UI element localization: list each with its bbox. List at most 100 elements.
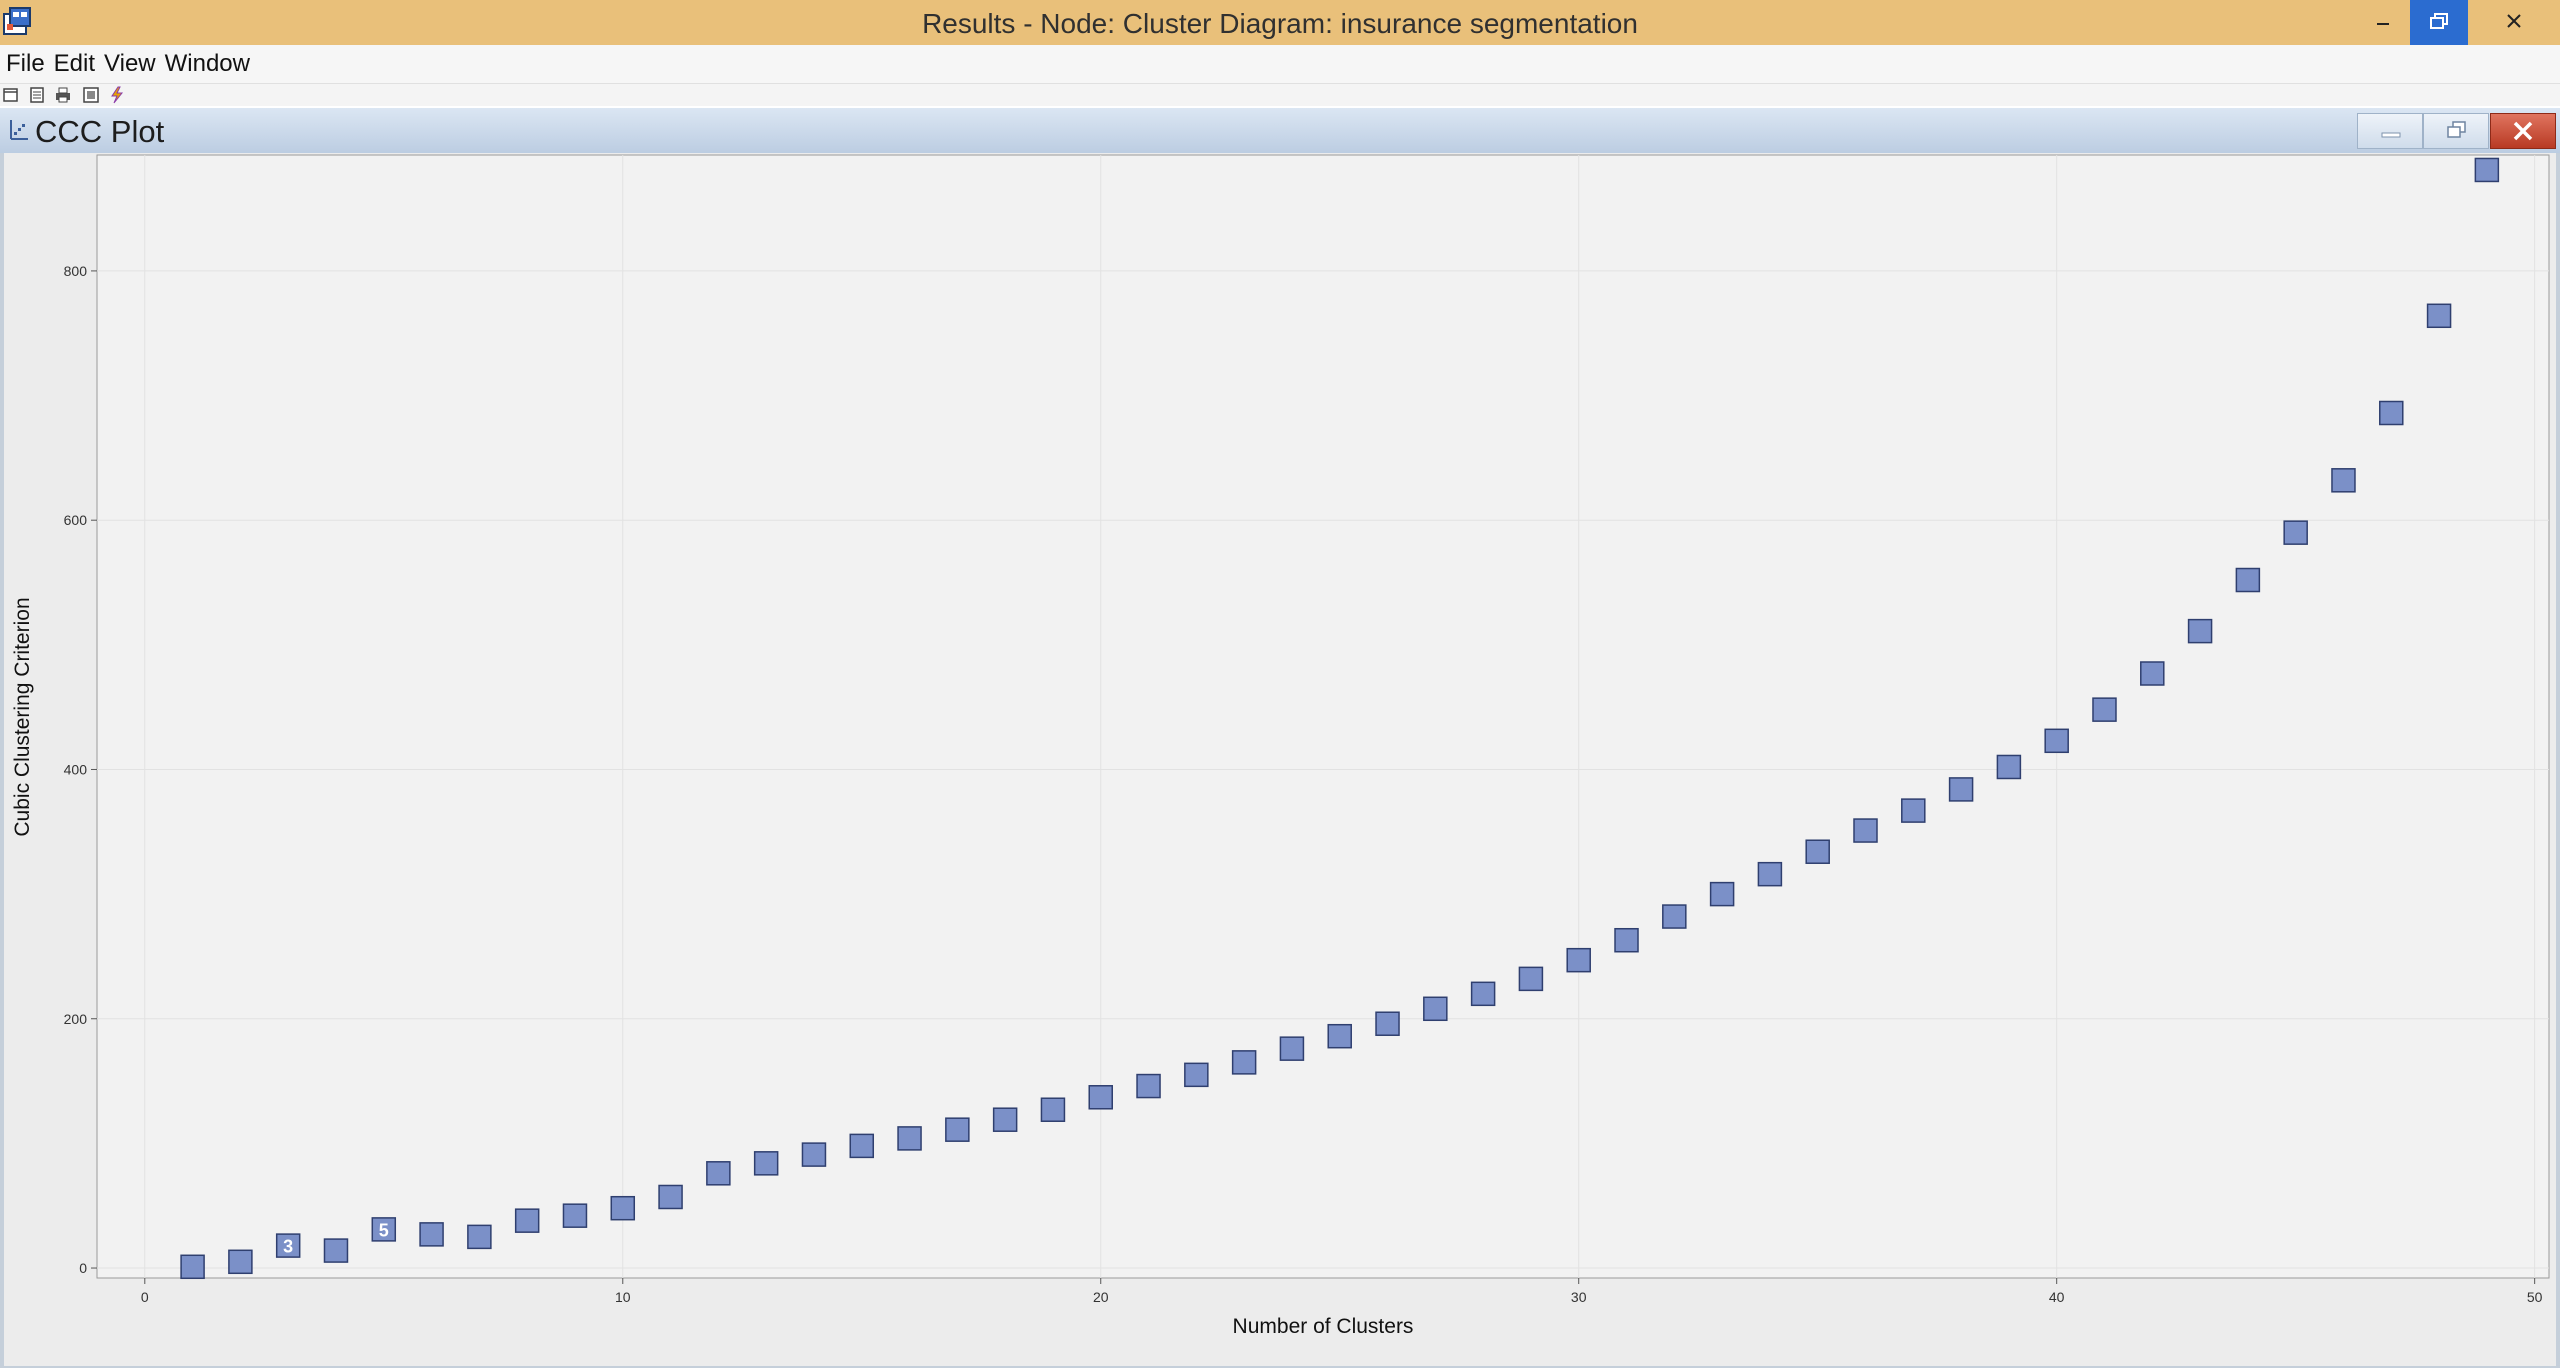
marker-square bbox=[1088, 1085, 1113, 1110]
panel-restore-button[interactable] bbox=[2423, 113, 2489, 149]
panel-minimize-button[interactable] bbox=[2357, 113, 2423, 149]
data-point-28[interactable] bbox=[1470, 981, 1496, 1007]
marker-square bbox=[2044, 728, 2069, 754]
data-point-27[interactable] bbox=[1423, 996, 1448, 1022]
data-point-34[interactable] bbox=[1757, 861, 1783, 887]
marker-square bbox=[1470, 981, 1496, 1007]
data-point-31[interactable] bbox=[1614, 927, 1639, 953]
x-tick-label: 0 bbox=[141, 1289, 149, 1305]
marker-square bbox=[2140, 661, 2165, 686]
copy-icon[interactable] bbox=[82, 86, 100, 104]
window-title: Results - Node: Cluster Diagram: insuran… bbox=[922, 8, 1638, 39]
data-point-37[interactable] bbox=[1901, 798, 1926, 823]
close-icon bbox=[2507, 14, 2521, 28]
data-point-36[interactable] bbox=[1853, 818, 1878, 843]
menu-file[interactable]: File bbox=[6, 50, 45, 77]
data-point-10[interactable] bbox=[610, 1195, 636, 1221]
window-maximize-button[interactable] bbox=[2410, 0, 2468, 45]
data-point-41[interactable] bbox=[2092, 697, 2117, 722]
lightning-icon[interactable] bbox=[108, 86, 126, 104]
data-point-4[interactable] bbox=[323, 1238, 349, 1263]
menu-view[interactable]: View bbox=[104, 50, 156, 77]
close-icon bbox=[2513, 121, 2533, 141]
data-point-40[interactable] bbox=[2044, 728, 2069, 754]
data-point-18[interactable] bbox=[992, 1107, 1018, 1132]
data-point-11[interactable] bbox=[658, 1184, 683, 1210]
data-point-44[interactable] bbox=[2235, 567, 2261, 593]
window-close-button[interactable] bbox=[2468, 0, 2560, 45]
marker-square bbox=[2235, 567, 2261, 593]
panel-close-button[interactable] bbox=[2490, 113, 2556, 149]
marker-square bbox=[849, 1133, 875, 1159]
data-point-33[interactable] bbox=[1709, 881, 1735, 907]
menu-edit[interactable]: Edit bbox=[53, 50, 96, 77]
data-point-25[interactable] bbox=[1327, 1023, 1352, 1049]
data-point-46[interactable] bbox=[2331, 468, 2356, 493]
data-point-9[interactable] bbox=[562, 1203, 588, 1228]
data-markers: 35 bbox=[180, 157, 2500, 1280]
x-tick-label: 40 bbox=[2049, 1289, 2065, 1305]
maximize-icon bbox=[2430, 13, 2448, 29]
data-point-3[interactable]: 3 bbox=[275, 1233, 301, 1258]
marker-square bbox=[992, 1107, 1018, 1132]
window-minimize-button[interactable] bbox=[2358, 0, 2408, 45]
data-point-19[interactable] bbox=[1040, 1097, 1066, 1122]
restore-icon bbox=[2447, 121, 2466, 138]
inner-title-bar[interactable]: CCC Plot bbox=[0, 108, 2560, 153]
marker-square bbox=[1853, 818, 1878, 843]
marker-square bbox=[180, 1254, 205, 1280]
data-point-23[interactable] bbox=[1231, 1050, 1257, 1075]
new-window-icon[interactable] bbox=[2, 86, 20, 104]
data-point-38[interactable] bbox=[1948, 777, 1974, 802]
data-point-32[interactable] bbox=[1662, 904, 1687, 929]
data-point-26[interactable] bbox=[1375, 1011, 1400, 1036]
data-point-7[interactable] bbox=[467, 1224, 492, 1250]
y-tick-label: 200 bbox=[64, 1011, 88, 1027]
data-point-15[interactable] bbox=[849, 1133, 875, 1159]
properties-icon[interactable] bbox=[28, 86, 46, 104]
marker-square bbox=[419, 1222, 444, 1247]
point-label: 3 bbox=[283, 1237, 293, 1257]
marker-square bbox=[1040, 1097, 1066, 1122]
data-point-21[interactable] bbox=[1136, 1073, 1161, 1099]
marker-square bbox=[1709, 881, 1735, 907]
marker-square bbox=[1901, 798, 1926, 823]
marker-square bbox=[2426, 303, 2452, 329]
marker-square bbox=[1614, 927, 1639, 953]
data-point-14[interactable] bbox=[801, 1142, 827, 1167]
data-point-43[interactable] bbox=[2187, 618, 2213, 644]
data-point-12[interactable] bbox=[706, 1161, 731, 1186]
data-point-29[interactable] bbox=[1518, 966, 1544, 992]
data-point-24[interactable] bbox=[1279, 1036, 1305, 1061]
marker-square bbox=[610, 1195, 636, 1221]
data-point-45[interactable] bbox=[2283, 520, 2308, 545]
print-icon[interactable] bbox=[54, 86, 72, 104]
y-tick-label: 600 bbox=[64, 512, 88, 528]
data-point-13[interactable] bbox=[753, 1151, 779, 1176]
marker-square bbox=[2379, 400, 2404, 426]
x-axis-label: Number of Clusters bbox=[1233, 1315, 1414, 1338]
point-label: 5 bbox=[379, 1220, 389, 1240]
sas-results-icon[interactable] bbox=[2, 6, 32, 36]
data-point-48[interactable] bbox=[2426, 303, 2452, 329]
data-point-8[interactable] bbox=[514, 1208, 540, 1233]
data-point-42[interactable] bbox=[2140, 661, 2165, 686]
data-point-1[interactable] bbox=[180, 1254, 205, 1280]
marker-square bbox=[1279, 1036, 1305, 1061]
data-point-17[interactable] bbox=[945, 1117, 970, 1142]
data-point-6[interactable] bbox=[419, 1222, 444, 1247]
data-point-49[interactable] bbox=[2474, 157, 2500, 183]
menu-window[interactable]: Window bbox=[164, 50, 250, 77]
data-point-2[interactable] bbox=[228, 1249, 253, 1275]
marker-square bbox=[2187, 618, 2213, 644]
data-point-22[interactable] bbox=[1184, 1062, 1209, 1088]
data-point-16[interactable] bbox=[897, 1126, 922, 1151]
data-point-39[interactable] bbox=[1996, 754, 2022, 780]
data-point-20[interactable] bbox=[1088, 1085, 1113, 1110]
data-point-5[interactable]: 5 bbox=[371, 1217, 397, 1242]
data-point-47[interactable] bbox=[2379, 400, 2404, 426]
data-point-30[interactable] bbox=[1566, 947, 1591, 973]
data-point-35[interactable] bbox=[1805, 839, 1830, 864]
window-title-bar[interactable]: Results - Node: Cluster Diagram: insuran… bbox=[0, 0, 2560, 45]
